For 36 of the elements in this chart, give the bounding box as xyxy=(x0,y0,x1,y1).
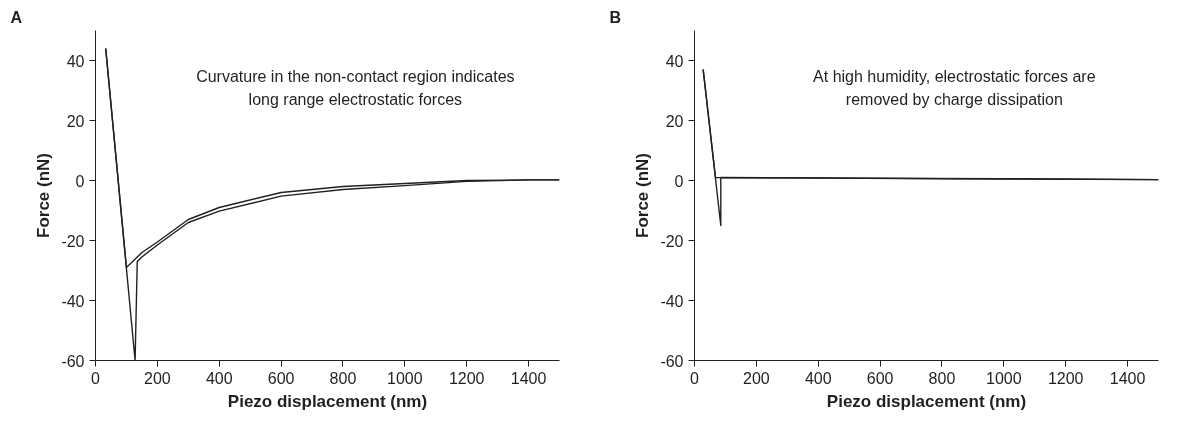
y-axis-title: Force (nN) xyxy=(633,153,653,238)
y-tick-label: -20 xyxy=(61,232,85,250)
chart-title: B xyxy=(609,8,622,26)
chart-title: A xyxy=(10,8,23,26)
y-tick-label: 40 xyxy=(66,52,85,70)
x-tick-label: 600 xyxy=(267,369,295,387)
x-tick-label: 0 xyxy=(690,369,700,387)
y-tick-label: 0 xyxy=(75,172,85,190)
y-tick-label: -60 xyxy=(61,352,85,370)
x-tick-label: 1400 xyxy=(510,369,547,387)
annotation: At high humidity, electrostatic forces are removed by charge dissipation xyxy=(813,68,1096,109)
x-tick-label: 200 xyxy=(743,369,770,387)
y-tick-label: 40 xyxy=(665,52,684,70)
x-tick-label: 1000 xyxy=(986,369,1022,387)
x-tick-label: 800 xyxy=(329,369,357,387)
x-tick-label: 1200 xyxy=(448,369,485,387)
y-axis-title: Force (nN) xyxy=(34,153,54,238)
y-tick-label: 20 xyxy=(66,112,85,130)
y-tick-label: -20 xyxy=(660,232,684,250)
x-tick-label: 600 xyxy=(866,369,894,387)
y-tick-label: -40 xyxy=(660,292,684,310)
y-tick-label: 0 xyxy=(674,172,684,190)
x-tick-label: 400 xyxy=(804,369,832,387)
x-tick-label: 800 xyxy=(928,369,956,387)
x-axis-title: Piezo displacement (nm) xyxy=(826,391,1027,411)
x-axis-title: Piezo displacement (nm) xyxy=(227,391,428,411)
annotation: Curvature in the non-contact region indicates long range electrostatic forces xyxy=(196,68,515,109)
y-tick-label: -40 xyxy=(61,292,85,310)
y-tick-label: -60 xyxy=(660,352,684,370)
y-tick-label: 20 xyxy=(665,112,684,130)
x-tick-label: 1000 xyxy=(387,369,423,387)
x-tick-label: 0 xyxy=(91,369,101,387)
x-tick-label: 400 xyxy=(205,369,233,387)
x-tick-label: 200 xyxy=(144,369,171,387)
x-tick-label: 1400 xyxy=(1109,369,1146,387)
x-tick-label: 1200 xyxy=(1047,369,1084,387)
